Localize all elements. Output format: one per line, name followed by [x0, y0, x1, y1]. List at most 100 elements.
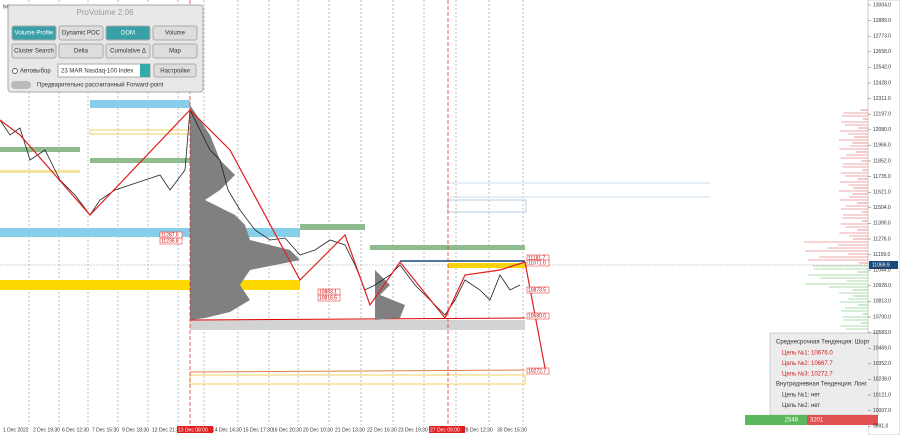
price-label: 11390.0: [873, 221, 891, 227]
time-highlight: [177, 426, 213, 433]
settings-button[interactable]: [153, 63, 197, 78]
price-label: 11159.0: [873, 252, 891, 258]
time-label: 23 Dec 19:30: [398, 427, 428, 433]
dropdown[interactable]: [140, 64, 150, 77]
level: [189, 369, 526, 373]
trend-zigzag: [0, 109, 546, 369]
zone: [0, 147, 80, 152]
zone: [0, 280, 300, 290]
time-label: 28 Dec 12:30: [463, 427, 493, 433]
price-label: 12311.0: [873, 96, 891, 102]
auto-select[interactable]: Автовыбор: [20, 69, 51, 75]
zone: [190, 320, 525, 330]
panel-button[interactable]: [105, 43, 151, 59]
auto-checkbox[interactable]: [12, 68, 18, 74]
price-label: 12197.0: [873, 112, 891, 118]
panel-button[interactable]: [11, 25, 57, 41]
buy-volume: 2548: [785, 418, 799, 424]
current-price-box: [869, 261, 898, 269]
panel-button[interactable]: [58, 25, 104, 41]
price-marker: 10272.7: [528, 368, 546, 374]
zone: [300, 224, 365, 230]
price-label: 10007.0: [873, 408, 891, 414]
price-label: 10583.0: [873, 330, 891, 336]
panel-button[interactable]: [105, 25, 151, 41]
panel-button[interactable]: [152, 25, 198, 41]
time-label: 12 Dec 21:30: [152, 427, 182, 433]
time-label: 6 Dec 12:30: [62, 427, 89, 433]
zone: [448, 263, 526, 268]
price-marker: 11236.8: [161, 238, 179, 244]
price-label: 12542.0: [873, 65, 891, 71]
panel-title: ProVolume 2.06: [77, 8, 134, 17]
price-label: 12428.0: [873, 80, 891, 86]
time-label: 21 Dec 13:30: [335, 427, 365, 433]
time-label: 16 Dec 20:30: [272, 427, 302, 433]
time-highlight: [429, 426, 465, 433]
price-label: 10469.0: [873, 346, 891, 352]
panel-button-label: Dynamic POC: [62, 31, 101, 37]
settings: Настройки: [160, 68, 189, 75]
time-label: 30 Dec 15:30: [497, 427, 527, 433]
buy-bar: [745, 415, 807, 425]
zone: [370, 245, 525, 250]
time-label: 1 Dec 2022: [3, 427, 29, 433]
price-label: 10700.0: [873, 314, 891, 320]
volume-profile: [375, 270, 405, 320]
zone: [0, 228, 300, 237]
time-label: 7 Dec 15:30: [92, 427, 119, 433]
price-label: 10813.0: [873, 299, 891, 305]
mid-trend: Среднесрочная Тенденция: Шорт: [776, 340, 870, 346]
mid-target: Цель №1: 10676.0: [782, 350, 833, 357]
zone: [90, 158, 190, 163]
panel-button[interactable]: [11, 43, 57, 59]
price-label: 10928.0: [873, 283, 891, 289]
price-label: 11276.0: [873, 236, 891, 242]
price-label: 12773.0: [873, 34, 891, 40]
price-label: 11044.0: [873, 268, 891, 274]
level: [189, 317, 526, 321]
price-marker-box: [526, 286, 550, 294]
price-label: 10238.0: [873, 377, 891, 383]
price-marker-box: [317, 294, 341, 302]
price-marker-box: [526, 367, 550, 375]
zone: [90, 100, 190, 108]
sell-volume: 3201: [810, 418, 824, 424]
instrument: 23 MAR Nasdaq-100 Index: [61, 69, 133, 75]
price-label: 10352.0: [873, 361, 891, 367]
dom-histogram: [804, 109, 868, 330]
price-marker: 10873.5: [528, 287, 546, 293]
time-label: 2 Dec 19:30: [33, 427, 60, 433]
mid-target: Цель №3: 10272.7: [782, 371, 833, 378]
panel-button-label: Cluster Search: [14, 49, 54, 55]
time-label: 14 Dec 14:30: [212, 427, 242, 433]
panel-button[interactable]: [152, 43, 198, 59]
panel-buttons: Volume Profile Dynamic POC DOM Volume Cluste…: [11, 25, 198, 59]
panel-button[interactable]: [58, 43, 104, 59]
time-label: 22 Dec 16:30: [367, 427, 397, 433]
toggle[interactable]: [11, 81, 31, 89]
price-marker: 11071.0: [528, 260, 546, 266]
zone: [0, 170, 80, 173]
info-box: [769, 332, 879, 416]
time-label: 13 Dec 08:00: [178, 427, 208, 433]
time-label: 27 Dec 09:00: [430, 427, 460, 433]
price-marker: 10883.1: [319, 289, 337, 295]
intraday-target: Цель №2: нет: [782, 402, 820, 409]
mid-target: Цель №2: 10667.7: [782, 360, 833, 367]
price-label: 12080.0: [873, 127, 891, 133]
price-label: 11852.0: [873, 158, 891, 164]
price-marker-box: [159, 237, 183, 245]
sell-bar: [807, 415, 878, 425]
price-label: 11735.0: [873, 174, 891, 180]
price-marker: 10816.5: [319, 295, 337, 301]
panel-button-label: Map: [169, 49, 181, 55]
panel-button-label: Volume: [165, 31, 186, 37]
price-marker: 11181.7: [528, 255, 546, 261]
panel-button-label: Volume Profile: [15, 31, 54, 37]
forward-point: Предварительно рассчитанный Forward-poin…: [37, 82, 164, 89]
price-label: 11621.0: [873, 190, 891, 196]
price-marker: 11287.6: [161, 232, 179, 238]
price-label: 12889.0: [873, 18, 891, 24]
